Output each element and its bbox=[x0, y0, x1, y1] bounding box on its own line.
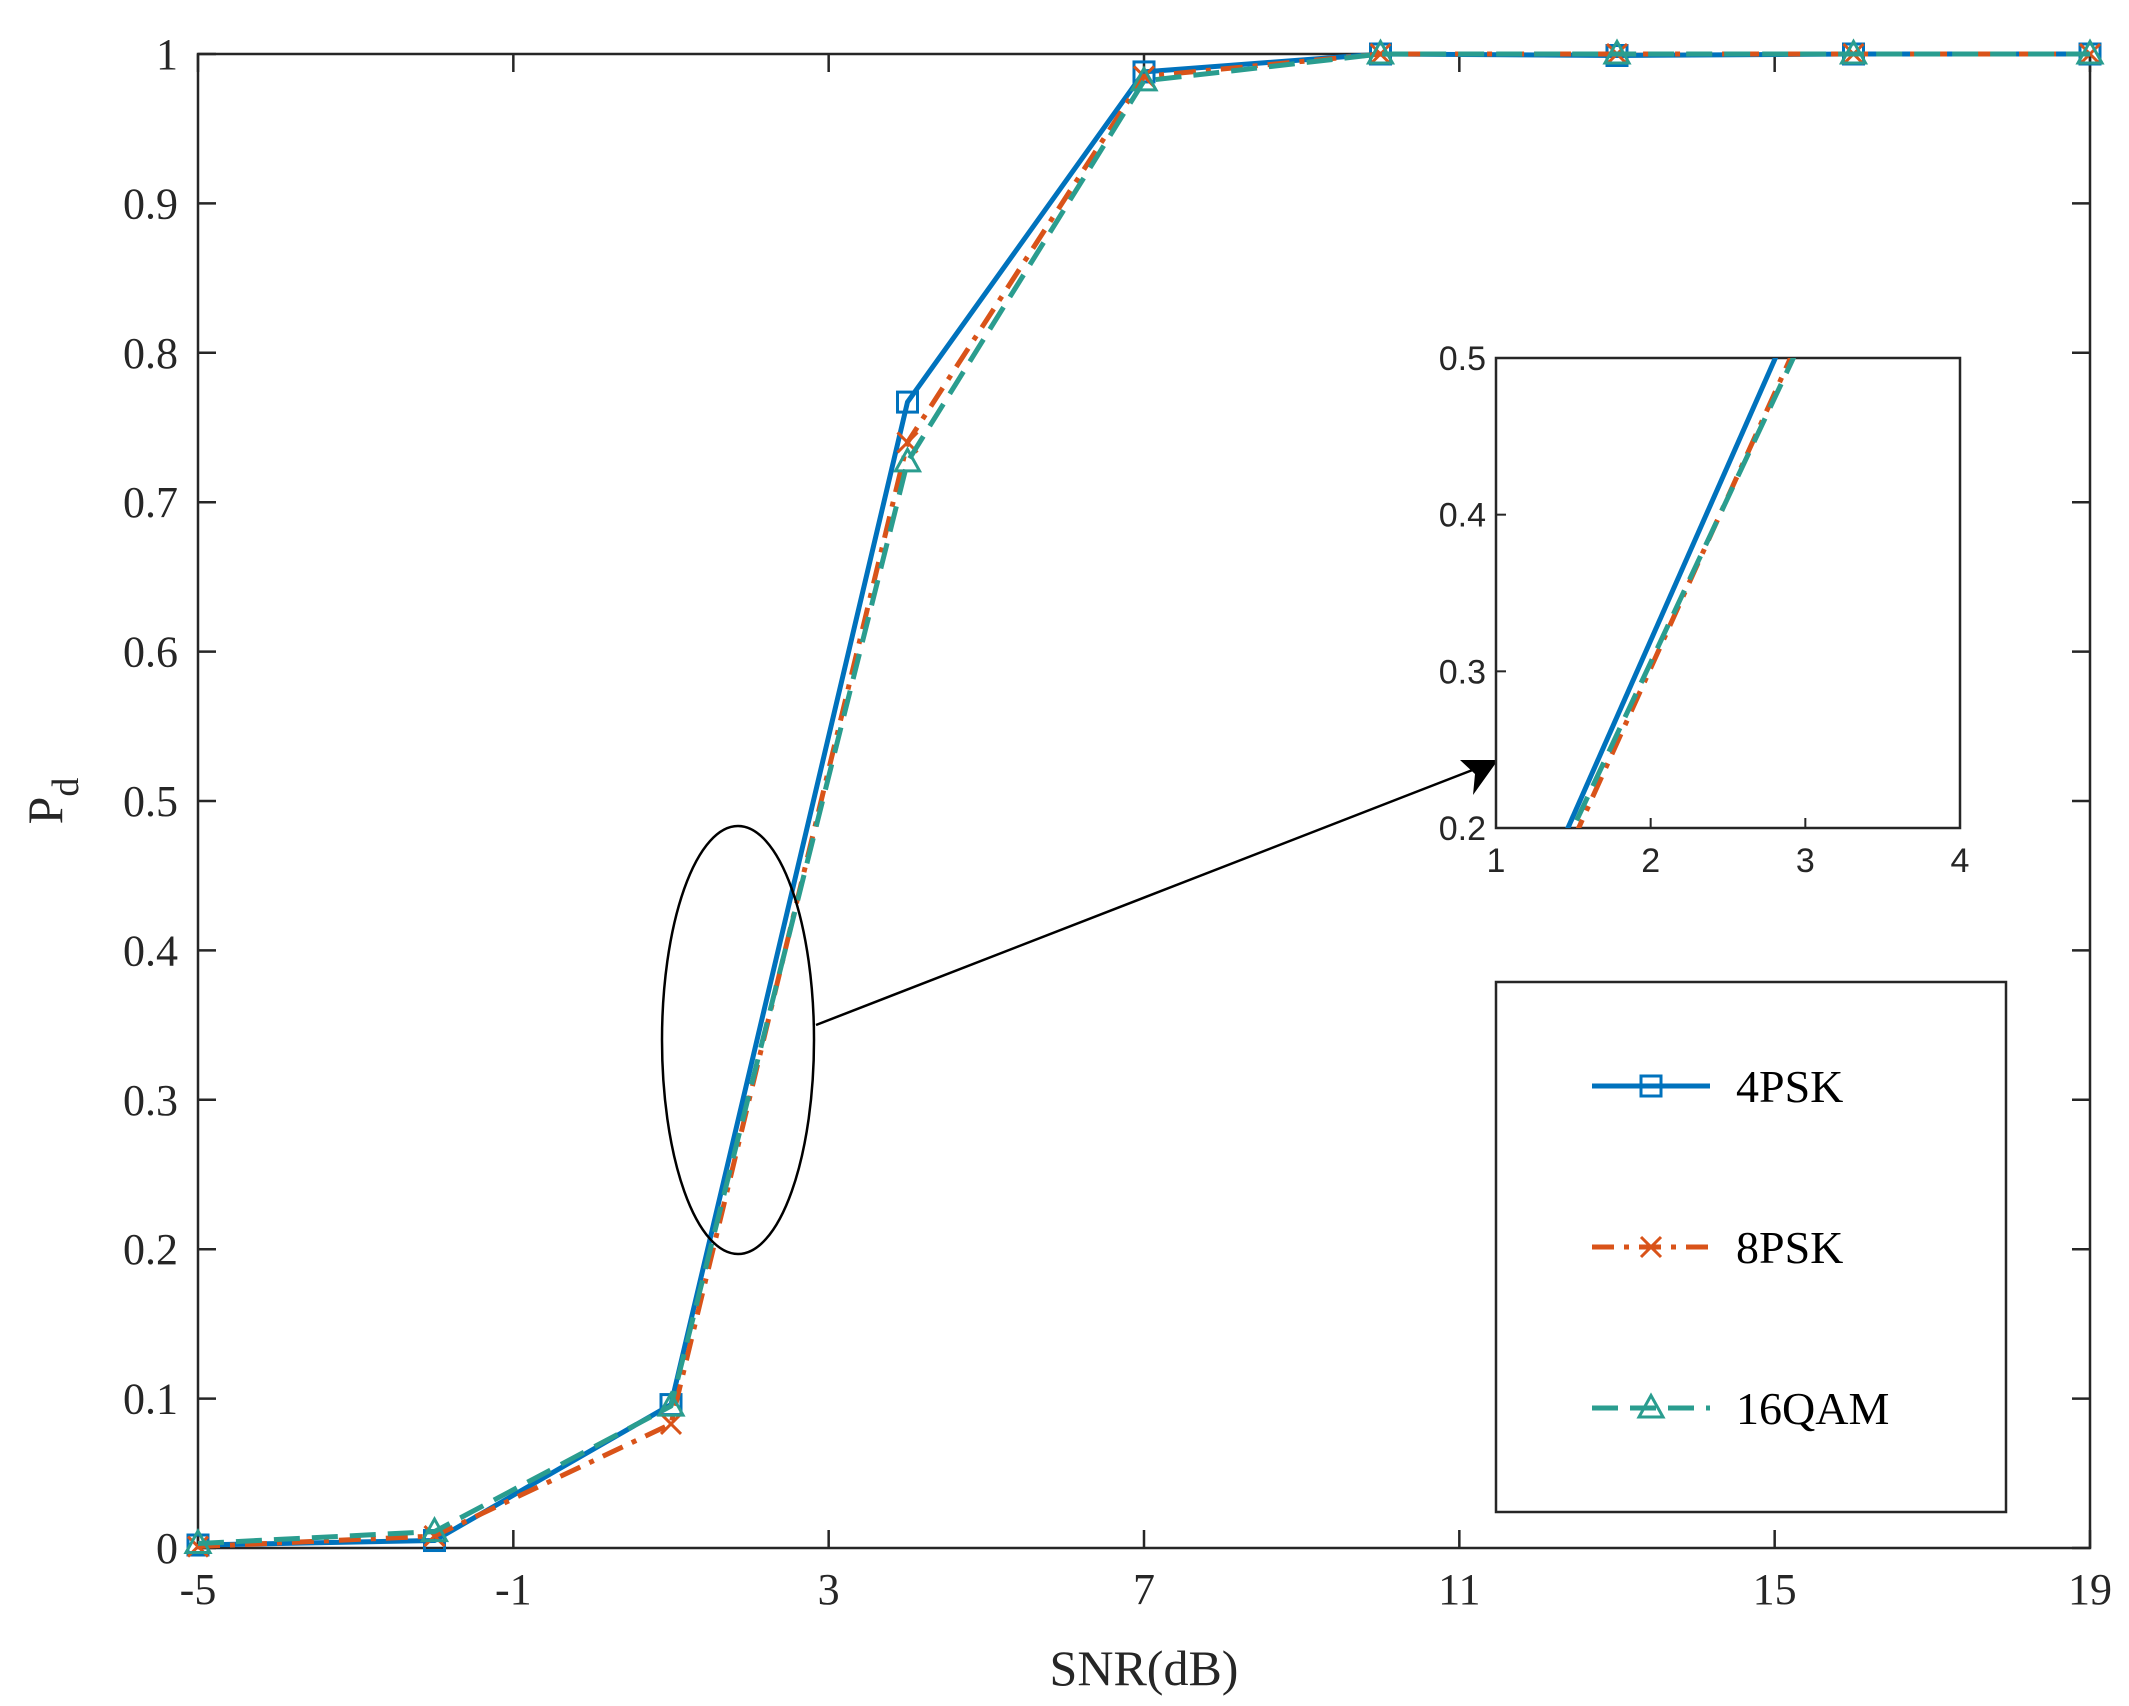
inset-series-4PSK bbox=[1565, 358, 1779, 828]
inset-plot-area: 1 2 3 4 0.2 0.3 0.4 0.5 bbox=[1439, 340, 1970, 880]
y-tick-label: 0.9 bbox=[123, 179, 178, 228]
legend-marker bbox=[1636, 1392, 1666, 1419]
zoom-arrow-line bbox=[815, 762, 1489, 1027]
legend-entry-16QAM: 16QAM bbox=[1592, 1383, 1889, 1434]
legend-label: 16QAM bbox=[1736, 1383, 1889, 1434]
y-tick-label: 0.7 bbox=[123, 478, 178, 527]
y-tick-label: 0.5 bbox=[123, 777, 178, 826]
data-point-marker bbox=[1129, 65, 1159, 92]
svg-text:Pd: Pd bbox=[17, 778, 87, 825]
legend-entries: 4PSK 8PSK 16QAM bbox=[1592, 1061, 1889, 1434]
inset-x-tick-labels: 1 2 3 4 bbox=[1487, 842, 1970, 880]
zoom-arrow-head bbox=[1460, 760, 1498, 795]
series-line bbox=[197, 51, 2090, 1547]
data-point-marker bbox=[183, 1527, 213, 1555]
x-tick-label: 15 bbox=[1753, 1565, 1797, 1614]
legend-box bbox=[1494, 980, 2008, 1514]
data-point-marker bbox=[1365, 38, 1396, 65]
y-tick-label: 1 bbox=[156, 30, 178, 79]
data-point-marker bbox=[1602, 38, 1632, 65]
legend-label: 8PSK bbox=[1736, 1222, 1843, 1273]
data-point-marker bbox=[2075, 38, 2105, 65]
series-16QAM bbox=[183, 38, 2105, 1555]
inset-series-line bbox=[1565, 358, 1779, 828]
inset-series-16QAM bbox=[1570, 358, 1797, 828]
y-tick-label: 0.2 bbox=[123, 1225, 178, 1274]
y-tick-label: 0.3 bbox=[123, 1076, 178, 1125]
legend: 4PSK 8PSK 16QAM bbox=[1494, 980, 2008, 1514]
data-point-marker bbox=[656, 1390, 686, 1417]
inset-y-tick-labels: 0.2 0.3 0.4 0.5 bbox=[1439, 340, 1486, 848]
y-tick-label: 0.1 bbox=[123, 1375, 178, 1424]
inset-y-tick-label: 0.3 bbox=[1439, 653, 1486, 691]
inset-tick-marks bbox=[1495, 357, 1961, 829]
inset-x-tick-label: 4 bbox=[1951, 842, 1970, 880]
y-tick-label: 0.6 bbox=[123, 628, 178, 677]
inset-series-line bbox=[1570, 358, 1797, 828]
main-y-tick-labels: 0 0.1 0.2 0.3 0.4 0.5 0.6 0.7 0.8 0.9 1 bbox=[123, 30, 178, 1573]
y-tick-label: 0 bbox=[156, 1524, 178, 1573]
x-tick-label: 11 bbox=[1438, 1565, 1480, 1614]
data-point-marker bbox=[1369, 42, 1392, 66]
inset-y-tick-label: 0.2 bbox=[1439, 810, 1486, 848]
data-point-marker bbox=[659, 1412, 683, 1436]
y-axis-label-main: P bbox=[17, 797, 73, 825]
data-point-marker bbox=[1838, 38, 1869, 65]
data-point-marker bbox=[892, 446, 923, 473]
x-tick-label: -5 bbox=[180, 1565, 217, 1614]
legend-marker bbox=[1639, 1235, 1663, 1259]
x-tick-label: -1 bbox=[495, 1565, 532, 1614]
zoom-region-ellipse bbox=[660, 824, 816, 1256]
main-tick-marks bbox=[196, 52, 2092, 1550]
inset-series-group bbox=[1565, 358, 1797, 828]
data-point-marker bbox=[419, 1515, 450, 1543]
inset-x-tick-label: 2 bbox=[1641, 842, 1660, 880]
x-tick-label: 19 bbox=[2068, 1565, 2112, 1614]
y-tick-label: 0.8 bbox=[123, 329, 178, 378]
main-series-group bbox=[183, 38, 2105, 1558]
y-axis-label-subscript: d bbox=[45, 778, 87, 797]
x-axis-label: SNR(dB) bbox=[1050, 1640, 1239, 1696]
inset-x-tick-label: 3 bbox=[1796, 842, 1815, 880]
inset-x-tick-label: 1 bbox=[1487, 842, 1506, 880]
legend-entry-4PSK: 4PSK bbox=[1592, 1061, 1843, 1112]
y-tick-label: 0.4 bbox=[123, 926, 178, 975]
inset-y-tick-label: 0.4 bbox=[1439, 497, 1486, 535]
legend-marker bbox=[1639, 1074, 1663, 1098]
legend-label: 4PSK bbox=[1736, 1061, 1843, 1112]
x-tick-label: 7 bbox=[1133, 1565, 1155, 1614]
y-axis-label: Pd bbox=[17, 778, 87, 825]
main-x-tick-labels: -5 -1 3 7 11 15 19 bbox=[180, 1565, 2112, 1614]
data-point-marker bbox=[896, 390, 919, 414]
inset-y-tick-label: 0.5 bbox=[1439, 340, 1486, 378]
inset-axes-box bbox=[1494, 356, 1962, 830]
legend-entry-8PSK: 8PSK bbox=[1592, 1222, 1843, 1273]
series-8PSK bbox=[186, 42, 2102, 1558]
x-tick-label: 3 bbox=[818, 1565, 840, 1614]
